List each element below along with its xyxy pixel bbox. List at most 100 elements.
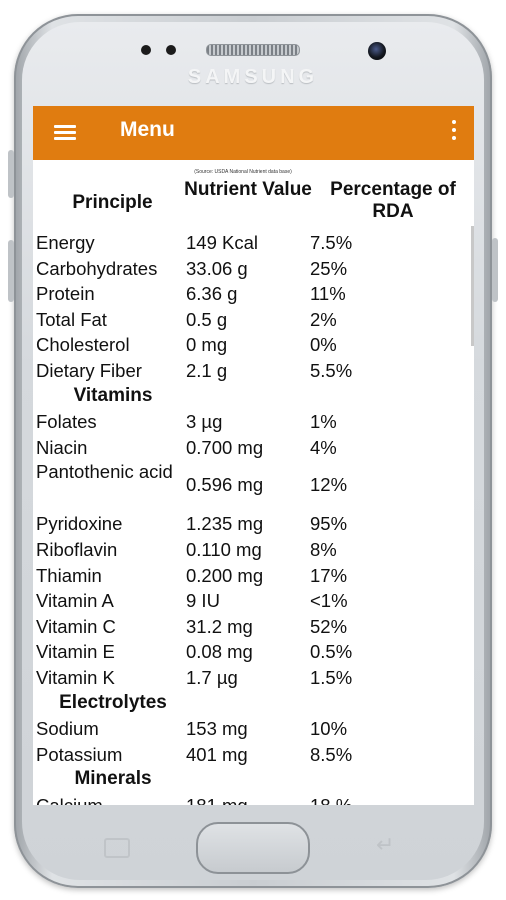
nutrient-table[interactable]: Energy 149 Kcal 7.5% Carbohydrates 33.06 g 25… — [33, 229, 474, 805]
rda-percentage-cell: 1.5% — [310, 666, 353, 688]
column-header-percentage-rda: Percentage of RDA — [330, 179, 456, 222]
column-header-nutrient-value: Nutrient Value — [184, 179, 312, 200]
rda-percentage-cell: 0% — [310, 334, 337, 356]
table-row: Dietary Fiber 2.1 g 5.5% — [33, 357, 474, 383]
nutrient-value-cell: 0.700 mg — [186, 436, 264, 458]
table-row: Pyridoxine 1.235 mg 95% — [33, 510, 474, 536]
source-note: (Source: USDA National Nutrient data bas… — [194, 169, 292, 175]
principle-cell: Folates — [36, 411, 97, 433]
section-header: Electrolytes — [33, 690, 474, 716]
table-row: Niacin 0.700 mg 4% — [33, 434, 474, 460]
nutrient-value-cell: 3 µg — [186, 411, 223, 433]
table-row: Folates 3 µg 1% — [33, 408, 474, 434]
nutrient-value-cell: 153 mg — [186, 718, 248, 740]
app-bar: Menu — [33, 106, 474, 160]
home-button[interactable] — [196, 822, 310, 874]
table-row: Calcium 181 mg 18 % — [33, 792, 474, 805]
principle-cell: Vitamin E — [36, 641, 115, 663]
sensor-dot — [166, 45, 176, 55]
rda-percentage-cell: 18 % — [310, 795, 352, 805]
recent-apps-key[interactable] — [104, 838, 130, 858]
rda-percentage-cell: 25% — [310, 257, 348, 279]
principle-cell: Riboflavin — [36, 538, 118, 560]
volume-down-button[interactable] — [8, 240, 14, 302]
sensor-dot — [141, 45, 151, 55]
principle-cell: Dietary Fiber — [36, 359, 142, 381]
principle-cell: Cholesterol — [36, 334, 130, 356]
principle-cell: Carbohydrates — [36, 257, 158, 279]
section-label: Electrolytes — [59, 691, 167, 713]
table-row: Pantothenic acid 0.596 mg 12% — [33, 459, 474, 510]
rda-percentage-cell: 8.5% — [310, 743, 353, 765]
principle-cell: Pantothenic acid — [36, 461, 173, 483]
section-header: Minerals — [33, 766, 474, 792]
nutrient-value-cell: 1.7 µg — [186, 666, 238, 688]
scrollbar[interactable] — [471, 226, 474, 346]
principle-cell: Vitamin C — [36, 615, 116, 637]
hamburger-menu-icon[interactable] — [54, 125, 76, 141]
table-row: Thiamin 0.200 mg 17% — [33, 562, 474, 588]
principle-cell: Protein — [36, 283, 95, 305]
rda-percentage-cell: 8% — [310, 538, 337, 560]
device-brand: SAMSUNG — [187, 66, 319, 88]
nutrient-value-cell: 6.36 g — [186, 283, 238, 305]
table-row: Total Fat 0.5 g 2% — [33, 306, 474, 332]
table-row: Protein 6.36 g 11% — [33, 280, 474, 306]
principle-cell: Vitamin A — [36, 590, 114, 612]
rda-percentage-cell: 52% — [310, 615, 348, 637]
principle-cell: Energy — [36, 232, 95, 253]
nutrient-value-cell: 401 mg — [186, 743, 248, 765]
rda-percentage-cell: 1% — [310, 411, 337, 433]
app-bar-title: Menu — [120, 118, 175, 141]
nutrient-value-cell: 0.596 mg — [186, 474, 264, 496]
nutrient-value-cell: 33.06 g — [186, 257, 248, 279]
principle-cell: Potassium — [36, 743, 123, 765]
nutrient-value-cell: 9 IU — [186, 590, 220, 612]
front-camera — [368, 42, 386, 60]
rda-percentage-cell: 4% — [310, 436, 337, 458]
nutrient-value-cell: 149 Kcal — [186, 232, 258, 253]
rda-percentage-cell: 2% — [310, 308, 337, 330]
table-row: Riboflavin 0.110 mg 8% — [33, 536, 474, 562]
table-row: Energy 149 Kcal 7.5% — [33, 229, 474, 255]
principle-cell: Vitamin K — [36, 666, 115, 688]
nutrient-value-cell: 1.235 mg — [186, 513, 264, 535]
principle-cell: Sodium — [36, 718, 99, 740]
rda-percentage-cell: 95% — [310, 513, 348, 535]
screen: Menu (Source: USDA National Nutrient dat… — [33, 106, 474, 805]
table-row: Cholesterol 0 mg 0% — [33, 331, 474, 357]
section-header: Vitamins — [33, 383, 474, 409]
nutrient-value-cell: 0.200 mg — [186, 564, 264, 586]
nutrient-value-cell: 31.2 mg — [186, 615, 253, 637]
section-label: Vitamins — [73, 384, 153, 406]
nutrient-value-cell: 0 mg — [186, 334, 228, 356]
rda-percentage-cell: 12% — [310, 474, 348, 496]
rda-percentage-cell: <1% — [310, 590, 348, 612]
principle-cell: Thiamin — [36, 564, 102, 586]
principle-cell: Total Fat — [36, 308, 107, 330]
nutrient-value-cell: 2.1 g — [186, 359, 228, 381]
rda-percentage-cell: 17% — [310, 564, 348, 586]
rda-percentage-cell: 5.5% — [310, 359, 353, 381]
rda-percentage-cell: 7.5% — [310, 232, 353, 253]
table-row: Carbohydrates 33.06 g 25% — [33, 255, 474, 281]
nutrient-value-cell: 181 mg — [186, 795, 248, 805]
table-row: Vitamin A 9 IU <1% — [33, 587, 474, 613]
rda-percentage-cell: 10% — [310, 718, 348, 740]
principle-cell: Niacin — [36, 436, 88, 458]
column-header-principle: Principle — [72, 192, 153, 213]
power-button[interactable] — [492, 238, 498, 302]
table-row: Potassium 401 mg 8.5% — [33, 741, 474, 767]
back-key-icon[interactable]: ↵ — [376, 832, 395, 857]
nutrient-value-cell: 0.5 g — [186, 308, 228, 330]
volume-up-button[interactable] — [8, 150, 14, 198]
rda-percentage-cell: 0.5% — [310, 641, 353, 663]
earpiece-speaker — [206, 44, 300, 56]
more-vert-icon[interactable] — [452, 120, 456, 142]
table-row: Vitamin E 0.08 mg 0.5% — [33, 638, 474, 664]
nutrient-value-cell: 0.110 mg — [186, 538, 262, 560]
principle-cell: Calcium — [36, 795, 103, 805]
section-label: Minerals — [74, 768, 152, 790]
table-row: Sodium 153 mg 10% — [33, 715, 474, 741]
nutrient-value-cell: 0.08 mg — [186, 641, 253, 663]
